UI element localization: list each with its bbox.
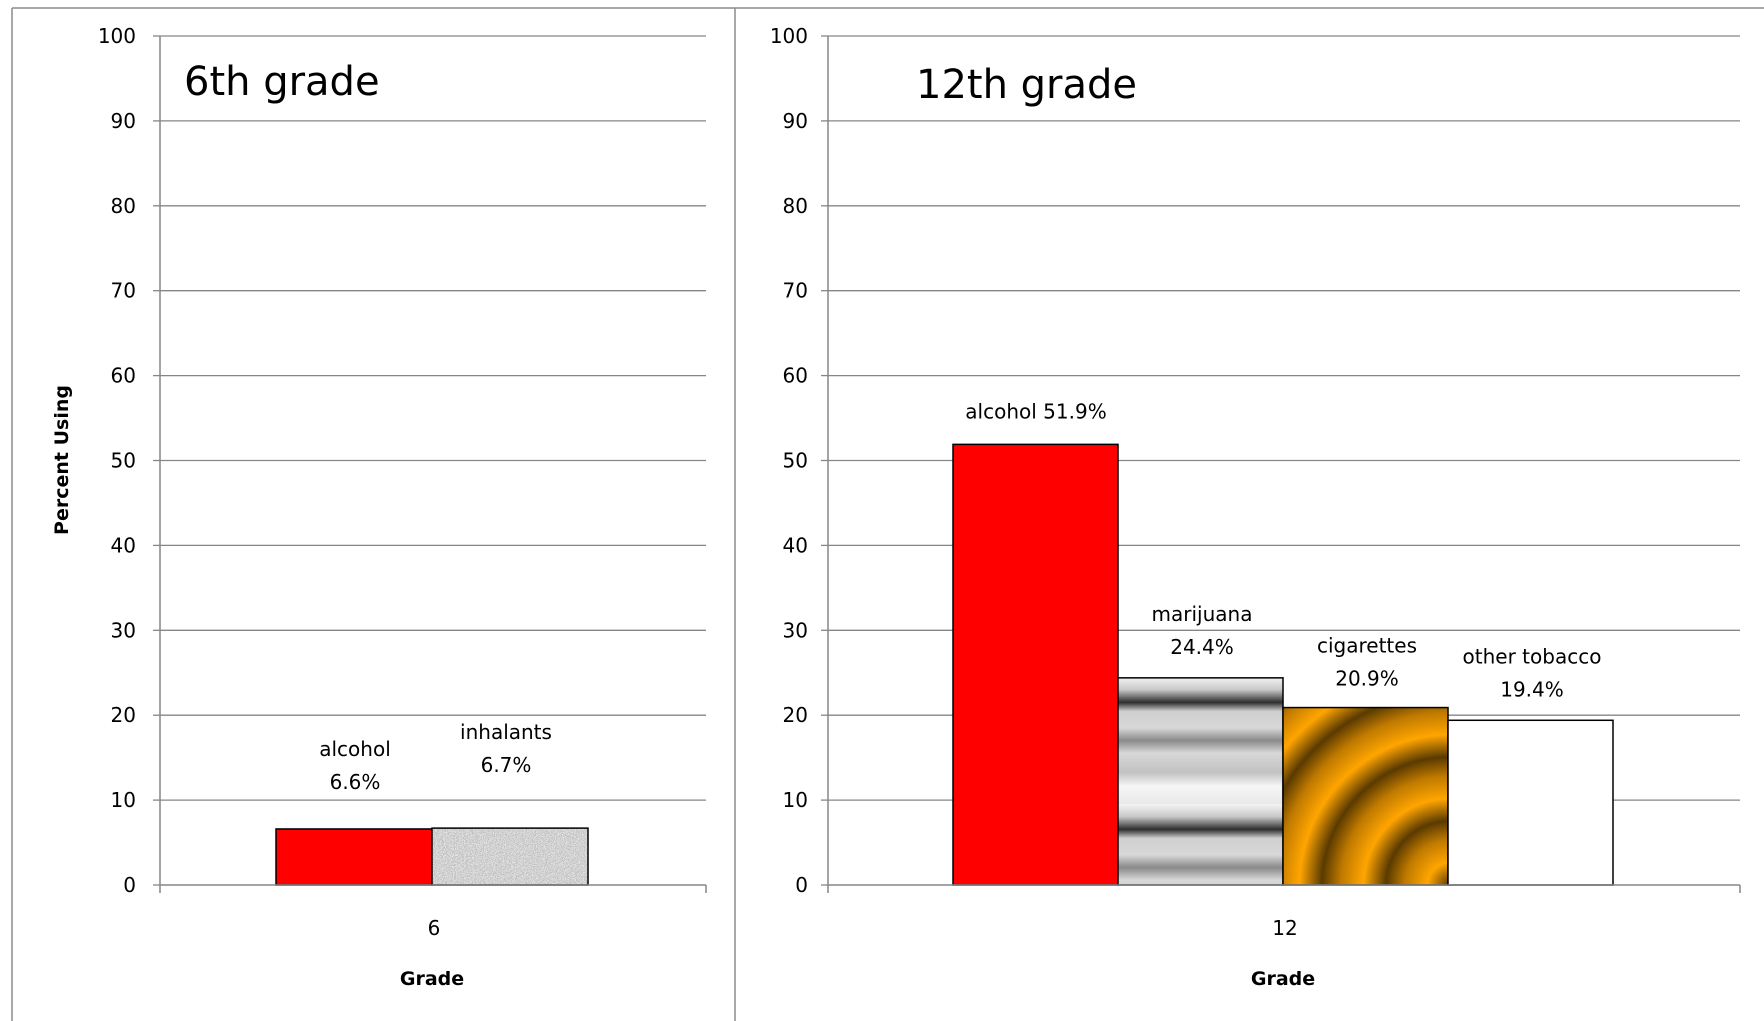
y-tick-label: 90 (111, 109, 136, 133)
data-labels: alcohol 6.6% inhalants 6.7% (319, 720, 552, 794)
panel-frames (11, 7, 1764, 1021)
bars (952, 443, 1614, 886)
data-label-alcohol: alcohol 51.9% (965, 399, 1106, 423)
bar-inhalants (431, 827, 589, 886)
y-tick-label: 30 (783, 618, 808, 642)
y-tick-label: 20 (783, 703, 808, 727)
y-tick-label: 70 (783, 279, 808, 303)
y-tick-label: 10 (783, 788, 808, 812)
y-tick-label: 60 (783, 364, 808, 388)
y-tick-label: 40 (783, 533, 808, 557)
y-tick-label: 0 (795, 873, 808, 897)
bar-alcohol (952, 443, 1119, 886)
y-tick-label: 100 (98, 24, 136, 48)
y-tick-labels: 0 10 20 30 40 50 60 70 80 90 100 (98, 24, 136, 897)
panel-title: 6th grade (184, 59, 380, 105)
y-tick-label: 100 (770, 24, 808, 48)
y-tick-label: 70 (111, 279, 136, 303)
y-tick-label: 50 (111, 449, 136, 473)
y-tick-label: 80 (783, 194, 808, 218)
data-label-marijuana: marijuana 24.4% (1152, 602, 1253, 659)
y-tick-label: 80 (111, 194, 136, 218)
axes (821, 35, 1741, 893)
data-label-other-tobacco: other tobacco 19.4% (1463, 644, 1602, 701)
y-tick-label: 60 (111, 364, 136, 388)
y-tick-label: 30 (111, 618, 136, 642)
data-label-alcohol: alcohol 6.6% (319, 737, 391, 794)
panel-title: 12th grade (916, 62, 1137, 108)
y-tick-label: 40 (111, 533, 136, 557)
y-tick-label: 20 (111, 703, 136, 727)
bar-alcohol (275, 828, 433, 886)
gridlines (160, 35, 706, 801)
bar-other-tobacco (1447, 719, 1614, 886)
x-axis-title: Grade (1251, 968, 1315, 990)
x-axis-title: Grade (400, 968, 464, 990)
data-labels: alcohol 51.9% marijuana 24.4% cigarettes 20.… (965, 399, 1601, 701)
x-category-labels: 6 (428, 916, 441, 940)
chart-panel-6th-grade: 0 10 20 30 40 50 60 70 80 90 100 6 alcohol 6.6% inha… (51, 24, 707, 990)
y-tick-label: 10 (111, 788, 136, 812)
y-tick-label: 50 (783, 449, 808, 473)
y-axis-title: Percent Using (51, 385, 73, 535)
data-label-inhalants: inhalants 6.7% (460, 720, 552, 777)
x-category-labels: 12 (1272, 916, 1297, 940)
y-tick-label: 0 (123, 873, 136, 897)
bars (275, 827, 589, 886)
y-tick-labels: 0 10 20 30 40 50 60 70 80 90 100 (770, 24, 808, 897)
x-category-label: 12 (1272, 916, 1297, 940)
axes (153, 35, 707, 893)
bar-marijuana (1117, 677, 1284, 886)
data-label-cigarettes: cigarettes 20.9% (1317, 634, 1417, 691)
y-tick-label: 90 (783, 109, 808, 133)
chart-panel-12th-grade: 0 10 20 30 40 50 60 70 80 90 100 12 alcohol 51.9% m… (770, 24, 1741, 990)
bar-cigarettes (1282, 706, 1449, 886)
x-category-label: 6 (428, 916, 441, 940)
